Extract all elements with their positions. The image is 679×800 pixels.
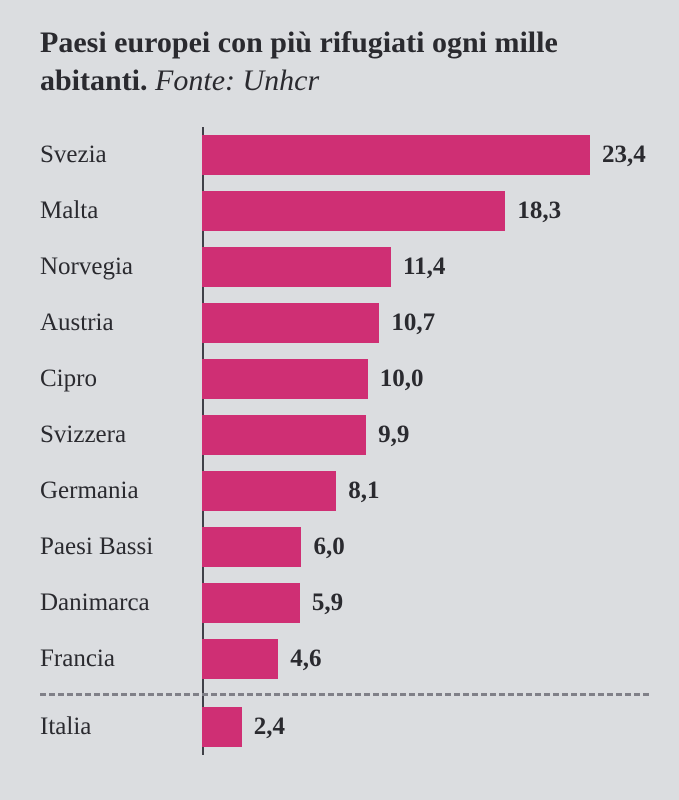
bar-value: 8,1 xyxy=(348,477,379,505)
bar-row: Paesi Bassi 6,0 xyxy=(40,519,649,575)
bar-zone: 4,6 xyxy=(202,631,649,687)
bar-value: 9,9 xyxy=(378,421,409,449)
bar-row: Germania 8,1 xyxy=(40,463,649,519)
divider xyxy=(40,687,649,699)
bar-value: 11,4 xyxy=(403,253,445,281)
bar-zone: 8,1 xyxy=(202,463,649,519)
bar-value: 23,4 xyxy=(602,141,646,169)
bar-label: Norvegia xyxy=(40,253,202,281)
chart-title-block: Paesi europei con più rifugiati ogni mil… xyxy=(40,24,649,99)
bar-zone: 10,7 xyxy=(202,295,649,351)
bar xyxy=(202,191,505,230)
bar-label: Cipro xyxy=(40,365,202,393)
bar xyxy=(202,303,379,342)
bar-label: Malta xyxy=(40,197,202,225)
bar-value: 10,0 xyxy=(380,365,424,393)
bar-label: Italia xyxy=(40,713,202,741)
bar-row: Svizzera 9,9 xyxy=(40,407,649,463)
bar-zone: 23,4 xyxy=(202,127,649,183)
bar-zone: 11,4 xyxy=(202,239,649,295)
bar xyxy=(202,415,366,454)
bar-label: Germania xyxy=(40,477,202,505)
bar xyxy=(202,707,242,746)
bar-zone: 10,0 xyxy=(202,351,649,407)
bar xyxy=(202,359,368,398)
bar-row: Francia 4,6 xyxy=(40,631,649,687)
chart-page: Paesi europei con più rifugiati ogni mil… xyxy=(0,0,679,800)
bar-zone: 18,3 xyxy=(202,183,649,239)
bar xyxy=(202,247,391,286)
bar-row: Austria 10,7 xyxy=(40,295,649,351)
bar-value: 6,0 xyxy=(313,533,344,561)
bar-row: Malta 18,3 xyxy=(40,183,649,239)
bar-row: Norvegia 11,4 xyxy=(40,239,649,295)
bar xyxy=(202,135,590,174)
bar-label: Svizzera xyxy=(40,421,202,449)
bar-label: Svezia xyxy=(40,141,202,169)
bar xyxy=(202,639,278,678)
bar xyxy=(202,583,300,622)
bar-zone: 5,9 xyxy=(202,575,649,631)
bar-zone: 9,9 xyxy=(202,407,649,463)
bar-row: Cipro 10,0 xyxy=(40,351,649,407)
bar-value: 2,4 xyxy=(254,713,285,741)
bar-value: 5,9 xyxy=(312,589,343,617)
bar-value: 18,3 xyxy=(517,197,561,225)
bar-value: 10,7 xyxy=(391,309,435,337)
bar-value: 4,6 xyxy=(290,645,321,673)
bar-label: Francia xyxy=(40,645,202,673)
bar-row: Svezia 23,4 xyxy=(40,127,649,183)
bar xyxy=(202,527,301,566)
bar-zone: 6,0 xyxy=(202,519,649,575)
bar-label: Paesi Bassi xyxy=(40,533,202,561)
bar xyxy=(202,471,336,510)
bar-chart: Svezia 23,4 Malta 18,3 Norvegia 11,4 Austria 10… xyxy=(40,127,649,755)
chart-source: Fonte: Unhcr xyxy=(155,64,319,97)
bar-row: Danimarca 5,9 xyxy=(40,575,649,631)
bar-label: Austria xyxy=(40,309,202,337)
bar-zone: 2,4 xyxy=(202,699,649,755)
bar-label: Danimarca xyxy=(40,589,202,617)
bar-row: Italia 2,4 xyxy=(40,699,649,755)
divider-line xyxy=(40,693,649,696)
